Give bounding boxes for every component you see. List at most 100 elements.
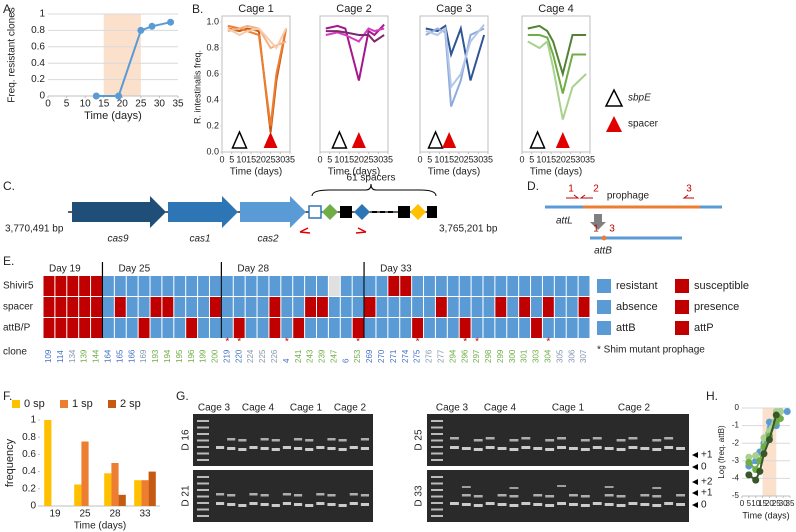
cell	[459, 318, 471, 338]
gel-band	[640, 503, 650, 506]
series-line	[527, 39, 587, 120]
gel-band	[580, 439, 590, 442]
ladder-band	[197, 433, 209, 435]
x-tick-label: 5	[529, 154, 534, 164]
gel-band	[282, 493, 291, 496]
cell	[293, 276, 305, 296]
cell	[388, 276, 400, 296]
gel-band	[327, 447, 336, 450]
series-line	[325, 23, 385, 81]
series-line	[227, 27, 287, 50]
gel-band	[349, 446, 358, 449]
legend-label: attP	[694, 322, 714, 334]
ladder-band	[431, 515, 443, 517]
gel-band	[509, 439, 519, 442]
cell	[102, 276, 114, 296]
y-tick-label: 0.6	[206, 68, 219, 78]
x-tick-label: 5	[427, 154, 432, 164]
gel-band	[271, 439, 280, 442]
clone-label: 4	[282, 358, 291, 363]
cell	[126, 276, 138, 296]
gel-band	[238, 448, 247, 451]
data-point	[745, 471, 753, 479]
gel-band	[338, 448, 347, 451]
cell	[340, 276, 352, 296]
x-tick-label: 0	[219, 154, 224, 164]
bar	[104, 473, 112, 506]
clone-label: 300	[508, 349, 517, 363]
shim-mutant-star: *	[463, 337, 467, 348]
data-point	[772, 411, 780, 419]
y-axis-label: Log (freq. attB)	[717, 425, 726, 479]
x-tick-label: 0	[519, 154, 524, 164]
cell	[91, 297, 102, 317]
gel-band	[360, 503, 369, 506]
cell	[566, 276, 578, 296]
band-arrow	[692, 490, 698, 496]
x-tick-label: 35	[585, 154, 595, 164]
series-line	[527, 34, 587, 94]
cell	[91, 318, 102, 338]
clone-label: 239	[318, 349, 327, 363]
gel-band	[592, 502, 602, 505]
x-tick-label: 20	[556, 154, 566, 164]
y-tick-label: 1.0	[206, 16, 219, 26]
ladder-band	[431, 426, 443, 429]
cell	[198, 297, 209, 317]
cell	[79, 276, 91, 296]
clone-label: 220	[234, 349, 243, 363]
cell	[412, 318, 424, 338]
row-label: spacer	[3, 302, 34, 313]
gel-band	[271, 448, 280, 451]
clone-label: 164	[104, 349, 113, 363]
x-tick-label: 35	[383, 154, 393, 164]
y-tick-label: 0.4	[31, 58, 45, 69]
primer	[299, 227, 311, 234]
gel-band	[316, 493, 325, 496]
row-label: Shivir5	[3, 281, 34, 292]
plot-frame	[221, 15, 291, 153]
x-tick-label: 15	[98, 99, 110, 110]
gel-band	[533, 447, 543, 450]
cell	[388, 318, 400, 338]
lane-label: Cage 1	[552, 403, 585, 414]
clone-label: 166	[127, 349, 136, 363]
cell	[554, 318, 566, 338]
cell	[138, 318, 150, 338]
cell	[507, 276, 519, 296]
gel-band	[461, 494, 471, 497]
clone-label: 297	[472, 349, 481, 363]
gel-band	[305, 504, 314, 507]
cell	[150, 318, 162, 338]
cell	[412, 297, 424, 317]
gel-band	[545, 439, 555, 442]
cell	[293, 297, 305, 317]
data-point	[752, 476, 760, 484]
bar	[111, 463, 119, 506]
lane-label: Cage 2	[618, 403, 651, 414]
panel-c: 61 spacers 3,770,491 bp 3,765,201 bp cas…	[5, 173, 498, 245]
cell	[519, 297, 531, 317]
gel-band	[461, 503, 471, 506]
ladder-band	[197, 508, 209, 511]
clone-label: 306	[567, 349, 576, 363]
ladder-band	[431, 439, 443, 442]
gel-band	[557, 446, 566, 449]
gene-label: cas2	[257, 234, 279, 245]
y-tick-label: 0.6	[31, 41, 45, 52]
x-tick-label: 19	[49, 509, 61, 520]
gel-band	[238, 504, 247, 507]
panel-label: H.	[706, 389, 718, 403]
series-line	[325, 30, 385, 43]
spacer	[354, 204, 370, 220]
gel-band	[294, 438, 303, 441]
gel-band	[338, 439, 347, 442]
cell	[412, 276, 424, 296]
gel-band	[509, 495, 519, 498]
gel-band	[521, 446, 531, 449]
data-point	[745, 453, 753, 461]
x-tick-label: 5	[327, 154, 332, 164]
clone-label: 165	[115, 349, 124, 363]
cell	[114, 297, 126, 317]
x-tick-label: 15	[546, 154, 556, 164]
